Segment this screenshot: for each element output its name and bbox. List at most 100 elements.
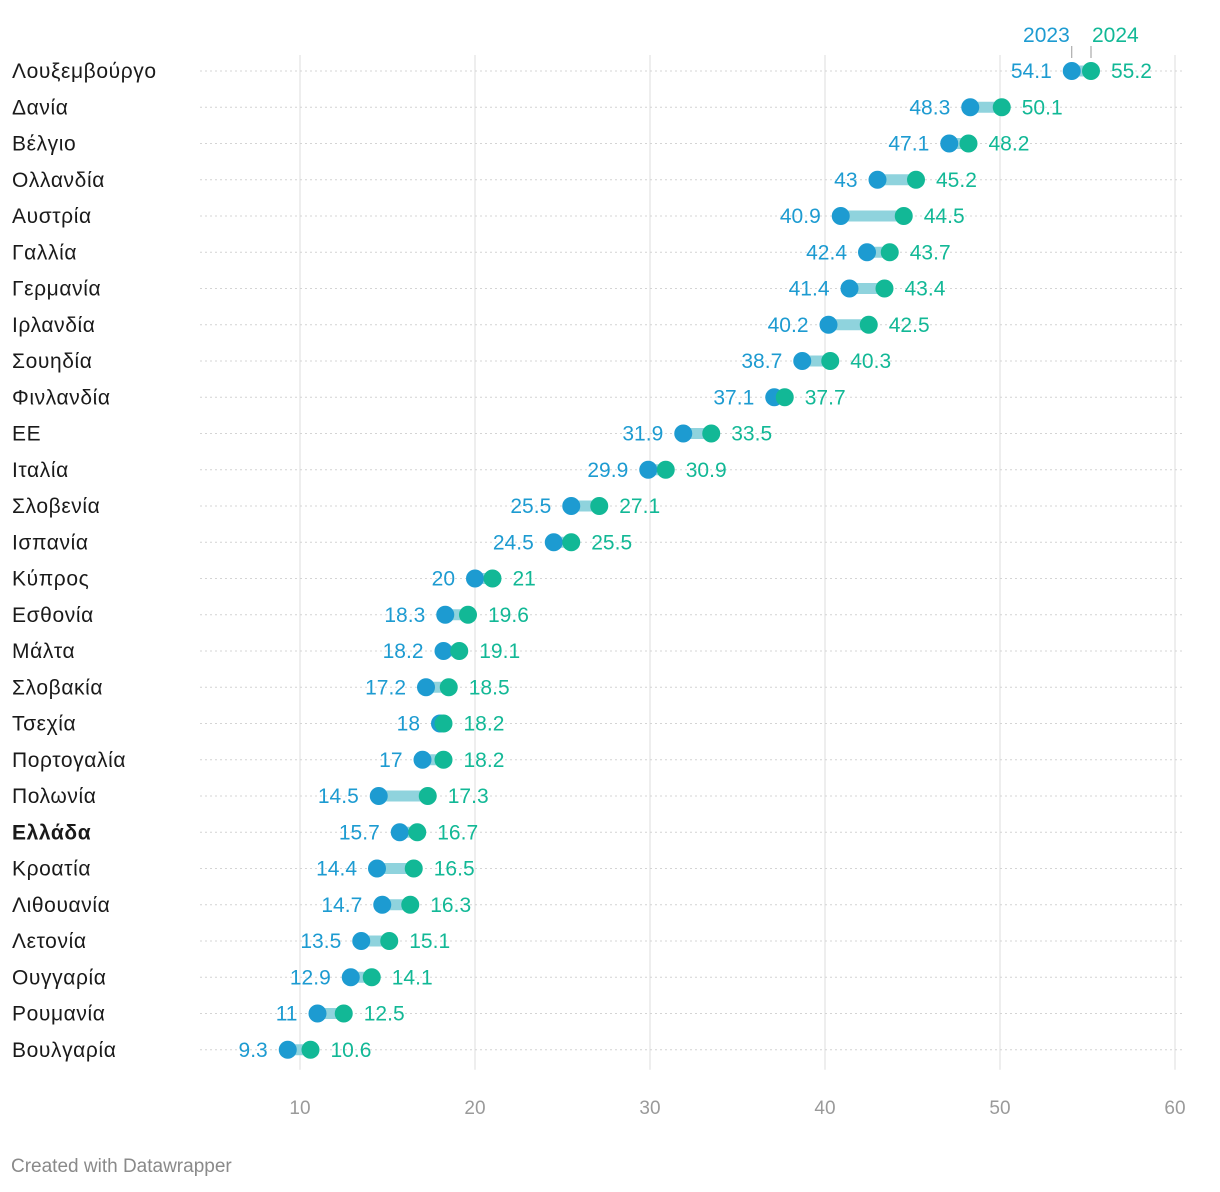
- value-label-2024: 37.7: [805, 386, 846, 409]
- category-label-highlight: Ελλάδα: [12, 821, 91, 844]
- category-label: Ουγγαρία: [12, 966, 107, 989]
- category-label: Σουηδία: [12, 350, 93, 373]
- category-label: Σλοβενία: [12, 495, 100, 518]
- dot-2023: [436, 605, 455, 624]
- dot-2023: [413, 750, 432, 769]
- value-label-2023: 14.5: [318, 785, 359, 808]
- dot-2024: [992, 98, 1011, 117]
- value-label-2024: 42.5: [889, 314, 930, 337]
- category-label: Βουλγαρία: [12, 1039, 116, 1062]
- value-label-2024: 16.3: [430, 894, 471, 917]
- dot-2023: [793, 352, 812, 370]
- dot-2023: [819, 315, 838, 334]
- dot-2023: [961, 98, 980, 117]
- dot-2024: [408, 823, 427, 842]
- value-label-2023: 20: [432, 568, 455, 591]
- category-label: Γαλλία: [12, 241, 77, 264]
- value-label-2024: 33.5: [731, 423, 772, 446]
- dot-2023: [639, 460, 658, 479]
- dot-2024: [821, 352, 840, 370]
- x-tick-label: 60: [1164, 1098, 1185, 1119]
- x-tick-label: 10: [289, 1098, 310, 1119]
- x-tick-label: 30: [639, 1098, 660, 1119]
- dot-2023: [368, 859, 386, 878]
- dot-2023: [369, 787, 388, 805]
- category-label: Λετονία: [12, 930, 87, 953]
- value-label-2024: 40.3: [850, 350, 891, 373]
- value-label-2023: 14.4: [316, 858, 357, 881]
- category-label: Πορτογαλία: [12, 749, 126, 772]
- value-label-2024: 15.1: [409, 930, 450, 953]
- value-label-2024: 48.2: [989, 133, 1030, 156]
- dot-2024: [590, 497, 609, 515]
- value-label-2024: 30.9: [686, 459, 727, 482]
- value-label-2023: 40.9: [780, 205, 821, 228]
- x-tick-label: 50: [989, 1098, 1010, 1119]
- x-tick-label: 20: [464, 1098, 485, 1119]
- dot-2023: [674, 424, 693, 443]
- category-label: Μάλτα: [12, 640, 75, 663]
- dot-2023: [868, 170, 887, 189]
- value-label-2023: 18.3: [384, 604, 425, 627]
- category-label: ΕΕ: [12, 423, 41, 446]
- value-label-2024: 16.7: [437, 821, 478, 844]
- dot-2024: [450, 642, 469, 660]
- category-label: Ισπανία: [12, 531, 89, 554]
- dot-2023: [417, 678, 435, 697]
- dot-2023: [352, 932, 371, 950]
- value-label-2023: 12.9: [290, 966, 331, 989]
- value-label-2024: 17.3: [448, 785, 489, 808]
- value-label-2023: 43: [834, 169, 857, 192]
- dot-2024: [907, 170, 925, 189]
- value-label-2023: 31.9: [622, 423, 663, 446]
- dot-2024: [380, 932, 399, 950]
- value-label-2023: 40.2: [768, 314, 809, 337]
- value-label-2024: 21: [513, 568, 536, 591]
- dot-2023: [341, 968, 360, 987]
- value-label-2023: 11: [276, 1003, 298, 1026]
- category-label: Κύπρος: [12, 568, 89, 591]
- value-label-2023: 41.4: [789, 278, 830, 301]
- value-label-2023: 17: [379, 749, 402, 772]
- dot-2023: [858, 243, 876, 262]
- value-label-2024: 43.4: [905, 278, 946, 301]
- value-label-2023: 13.5: [300, 930, 341, 953]
- value-label-2023: 14.7: [321, 894, 362, 917]
- dot-2024: [880, 243, 899, 262]
- legend-label-2023: 2023: [1023, 24, 1070, 47]
- dot-2024: [301, 1040, 320, 1059]
- category-label: Εσθονία: [12, 604, 94, 627]
- dot-2024: [1082, 62, 1100, 80]
- value-label-2023: 54.1: [1011, 60, 1052, 83]
- value-label-2024: 12.5: [364, 1003, 405, 1026]
- dot-2024: [775, 388, 794, 407]
- dot-2024: [875, 279, 894, 298]
- dot-2024: [562, 533, 581, 552]
- value-label-2023: 25.5: [510, 495, 551, 518]
- value-label-2023: 17.2: [365, 676, 406, 699]
- value-label-2024: 25.5: [591, 531, 632, 554]
- dot-2023: [434, 642, 453, 660]
- dot-2024: [483, 569, 502, 588]
- dot-2024: [404, 859, 423, 878]
- category-label: Λουξεμβούργο: [12, 60, 157, 83]
- value-label-2024: 10.6: [331, 1039, 372, 1062]
- dot-2024: [959, 134, 978, 153]
- value-label-2023: 9.3: [239, 1039, 268, 1062]
- category-label: Ιταλία: [12, 459, 69, 482]
- value-label-2023: 29.9: [587, 459, 628, 482]
- dot-range-chart: 10 20 30 40 50 60 Λουξεμβούργο 54.1 55.2 Δανία 48.…: [12, 24, 1186, 1119]
- dot-2024: [859, 315, 878, 334]
- dot-2023: [562, 497, 581, 515]
- dot-2023: [466, 569, 484, 588]
- value-label-2023: 37.1: [713, 386, 754, 409]
- x-tick-label: 40: [814, 1098, 835, 1119]
- value-label-2024: 50.1: [1022, 96, 1063, 119]
- category-label: Αυστρία: [12, 205, 92, 228]
- value-label-2023: 15.7: [339, 821, 380, 844]
- category-label: Δανία: [12, 96, 68, 119]
- value-label-2024: 18.5: [469, 676, 510, 699]
- value-label-2023: 24.5: [493, 531, 534, 554]
- value-label-2023: 48.3: [909, 96, 950, 119]
- dot-2024: [362, 968, 381, 987]
